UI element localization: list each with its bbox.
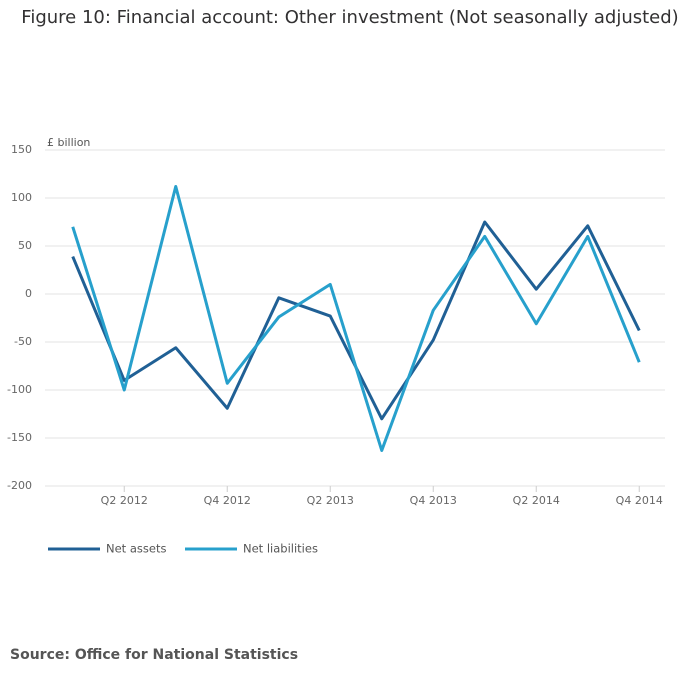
y-tick-label: 50	[18, 239, 32, 252]
x-tick-label: Q2 2012	[101, 494, 148, 507]
y-axis-label: £ billion	[47, 136, 90, 149]
plot	[71, 184, 641, 452]
y-tick-label: 150	[11, 143, 32, 156]
legend-label: Net assets	[106, 542, 166, 556]
x-tick-label: Q2 2014	[513, 494, 560, 507]
chart-title: Figure 10: Financial account: Other inve…	[21, 7, 678, 28]
y-tick-label: 0	[25, 287, 32, 300]
series-line	[71, 220, 641, 421]
x-tick-label: Q4 2013	[410, 494, 457, 507]
legend-label: Net liabilities	[243, 542, 318, 556]
series-line	[71, 184, 641, 452]
source: Source: Office for National Statistics	[10, 647, 298, 663]
y-tick-label: -200	[7, 479, 32, 492]
x-tick-label: Q2 2013	[307, 494, 354, 507]
y-tick-label: -50	[14, 335, 32, 348]
y-tick-label: -150	[7, 431, 32, 444]
x-tick-label: Q4 2012	[204, 494, 251, 507]
y-tick-label: 100	[11, 191, 32, 204]
legend: Net assets Net liabilities	[48, 542, 318, 556]
y-tick-label: -100	[7, 383, 32, 396]
x-tick-label: Q4 2014	[616, 494, 663, 507]
